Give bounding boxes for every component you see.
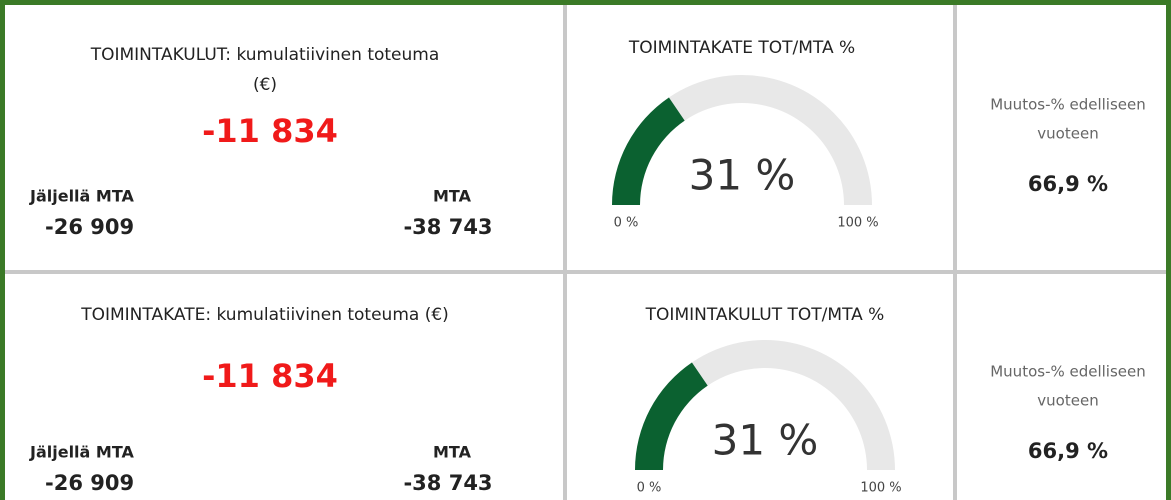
gauge-track bbox=[612, 75, 872, 205]
gauge-max: 100 % bbox=[860, 481, 901, 496]
left-value: -26 909 bbox=[45, 471, 134, 495]
left-value: -26 909 bbox=[45, 215, 134, 239]
gauge-fill bbox=[635, 362, 708, 470]
gauge-title: TOIMINTAKATE TOT/MTA % bbox=[628, 38, 855, 58]
right-label: MTA bbox=[433, 443, 472, 462]
gauge-max: 100 % bbox=[837, 216, 878, 231]
right-value: -38 743 bbox=[403, 471, 492, 495]
change-label: Muutos-% edelliseen bbox=[990, 96, 1146, 114]
change-value: 66,9 % bbox=[1028, 172, 1108, 196]
gauge-min: 0 % bbox=[637, 481, 662, 496]
gauge-value: 31 % bbox=[712, 416, 819, 465]
left-label: Jäljellä MTA bbox=[29, 443, 135, 462]
left-label: Jäljellä MTA bbox=[29, 187, 135, 206]
right-value: -38 743 bbox=[403, 215, 492, 239]
change-label: vuoteen bbox=[1037, 392, 1098, 410]
gauge-fill bbox=[612, 97, 685, 205]
change-label: vuoteen bbox=[1037, 125, 1098, 143]
kpi-value: -11 834 bbox=[202, 112, 338, 150]
gauge-value: 31 % bbox=[689, 151, 796, 200]
right-label: MTA bbox=[433, 187, 472, 206]
kpi-title: (€) bbox=[253, 75, 277, 95]
gauge-track bbox=[635, 340, 895, 470]
gauge-min: 0 % bbox=[614, 216, 639, 231]
gauge-title: TOIMINTAKULUT TOT/MTA % bbox=[645, 305, 885, 325]
divider bbox=[563, 5, 567, 500]
divider bbox=[953, 5, 957, 500]
divider bbox=[5, 270, 1171, 274]
kpi-title: TOIMINTAKULUT: kumulatiivinen toteuma bbox=[90, 45, 440, 65]
change-label: Muutos-% edelliseen bbox=[990, 363, 1146, 381]
change-value: 66,9 % bbox=[1028, 439, 1108, 463]
kpi-title: TOIMINTAKATE: kumulatiivinen toteuma (€) bbox=[80, 305, 449, 325]
kpi-value: -11 834 bbox=[202, 357, 338, 395]
